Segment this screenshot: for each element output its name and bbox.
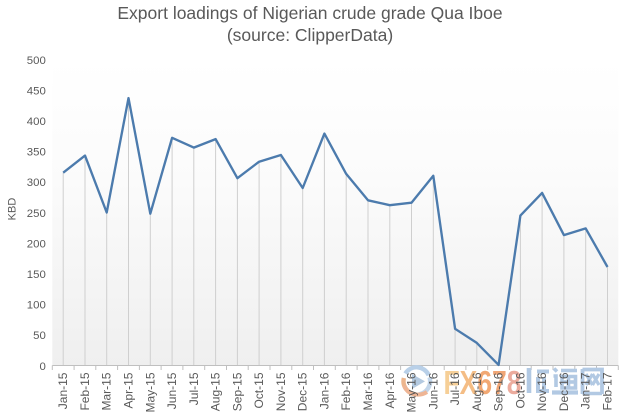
svg-text:50: 50	[33, 330, 46, 342]
svg-text:Sep-15: Sep-15	[230, 372, 244, 411]
svg-text:150: 150	[27, 269, 46, 281]
svg-text:Apr-15: Apr-15	[122, 372, 136, 408]
svg-text:100: 100	[27, 300, 46, 312]
svg-text:KBD: KBD	[7, 198, 19, 221]
svg-text:May-15: May-15	[143, 372, 157, 412]
svg-text:450: 450	[27, 85, 46, 97]
svg-text:Jul-15: Jul-15	[187, 372, 201, 405]
svg-text:500: 500	[27, 55, 46, 67]
svg-text:Sep-16: Sep-16	[492, 372, 506, 411]
svg-text:300: 300	[27, 177, 46, 189]
svg-text:Jul-16: Jul-16	[448, 372, 462, 405]
svg-text:0: 0	[39, 361, 45, 373]
svg-text:400: 400	[27, 116, 46, 128]
svg-text:Feb-17: Feb-17	[601, 372, 615, 410]
svg-text:Aug-15: Aug-15	[209, 372, 223, 411]
svg-text:FX678: FX678	[444, 364, 522, 401]
svg-text:(source: ClipperData): (source: ClipperData)	[227, 25, 393, 45]
svg-text:Feb-16: Feb-16	[339, 372, 353, 410]
svg-text:Mar-16: Mar-16	[361, 372, 375, 410]
svg-text:May-16: May-16	[405, 372, 419, 412]
svg-text:Mar-15: Mar-15	[100, 372, 114, 410]
svg-text:Feb-15: Feb-15	[78, 372, 92, 410]
svg-text:Dec-16: Dec-16	[557, 372, 571, 411]
svg-text:250: 250	[27, 208, 46, 220]
svg-text:Jun-15: Jun-15	[165, 372, 179, 409]
svg-text:Dec-15: Dec-15	[296, 372, 310, 411]
svg-text:Nov-15: Nov-15	[274, 372, 288, 411]
svg-text:Jun-16: Jun-16	[426, 372, 440, 409]
svg-text:Oct-15: Oct-15	[252, 372, 266, 408]
svg-text:Jan-17: Jan-17	[579, 372, 593, 409]
svg-text:Nov-16: Nov-16	[535, 372, 549, 411]
svg-text:Export loadings of Nigerian cr: Export loadings of Nigerian crude grade …	[117, 3, 502, 23]
svg-text:Aug-16: Aug-16	[470, 372, 484, 411]
svg-text:350: 350	[27, 147, 46, 159]
svg-text:Oct-16: Oct-16	[513, 372, 527, 408]
svg-text:Jan-16: Jan-16	[317, 372, 331, 409]
svg-text:Jan-15: Jan-15	[56, 372, 70, 409]
svg-text:200: 200	[27, 238, 46, 250]
svg-text:Apr-16: Apr-16	[383, 372, 397, 408]
